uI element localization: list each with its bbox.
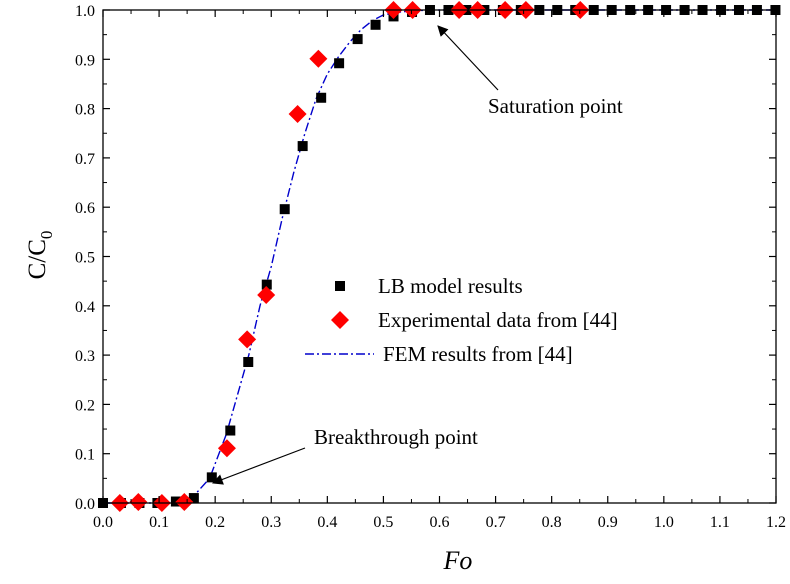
legend: LB model results Experimental data from [… (305, 274, 618, 366)
legend-label: Experimental data from [44] (378, 308, 618, 332)
lb-data-point (297, 141, 308, 152)
experimental-data-point (288, 105, 307, 124)
x-tick-label: 0.0 (93, 514, 113, 531)
lb-data-point (334, 58, 345, 69)
y-tick-label: 0.2 (75, 397, 95, 414)
lb-data-point (370, 19, 381, 30)
experimental-data-point (309, 49, 328, 68)
y-axis-label-subscript: 0 (37, 231, 56, 240)
lb-data-point (225, 425, 236, 436)
x-tick-label: 0.3 (261, 514, 281, 531)
legend-label: FEM results from [44] (383, 342, 573, 366)
x-tick-label: 0.4 (317, 514, 337, 531)
lb-data-point (316, 92, 327, 103)
experimental-data-point (175, 493, 194, 512)
saturation-arrow (437, 25, 499, 91)
x-tick-label: 0.1 (149, 514, 169, 531)
y-axis-label-main: C/C (24, 239, 51, 279)
x-tick-label: 1.1 (710, 514, 730, 531)
lb-data-point (352, 34, 363, 45)
lb-data-point (206, 472, 217, 483)
y-tick-label: 0.5 (75, 250, 95, 267)
x-tick-label: 1.0 (654, 514, 674, 531)
legend-swatch-experimental (331, 311, 349, 329)
experimental-data-point (257, 285, 276, 304)
x-tick-label: 0.5 (373, 514, 393, 531)
x-tick-label: 0.2 (205, 514, 225, 531)
x-axis-label: Fo (443, 546, 473, 575)
lb-data-point (279, 204, 290, 215)
y-tick-label: 0.6 (75, 200, 95, 217)
x-tick-label: 0.7 (486, 514, 506, 531)
lb-data-point (261, 279, 272, 290)
axis-ticks (102, 9, 777, 504)
x-tick-labels: 0.0 0.1 0.2 0.3 0.4 0.5 0.6 0.7 0.8 0.9 1.0 1.1 1.2 (93, 514, 786, 531)
legend-label: LB model results (378, 274, 523, 298)
breakthrough-arrow (211, 447, 306, 485)
experimental-data-point (238, 330, 257, 349)
x-tick-label: 0.8 (542, 514, 562, 531)
y-tick-label: 1.0 (75, 3, 95, 20)
x-tick-label: 0.6 (430, 514, 450, 531)
legend-swatch-lb (335, 281, 345, 291)
x-tick-label: 1.2 (766, 514, 786, 531)
experimental-data-point (217, 439, 236, 458)
y-axis-label: C/C0 (24, 231, 56, 280)
y-tick-label: 0.8 (75, 102, 95, 119)
y-tick-label: 0.3 (75, 348, 95, 365)
y-tick-label: 0.7 (75, 151, 95, 168)
experimental-data-point (129, 493, 148, 512)
y-tick-label: 0.9 (75, 52, 95, 69)
lb-data-point (188, 493, 199, 504)
saturation-point-label: Saturation point (488, 94, 623, 118)
lb-data-point (243, 357, 254, 368)
y-tick-labels: 0.0 0.1 0.2 0.3 0.4 0.5 0.6 0.7 0.8 0.9 1.0 (75, 3, 95, 513)
y-tick-label: 0.1 (75, 447, 95, 464)
annotations: Saturation point Breakthrough point (211, 25, 623, 485)
y-tick-label: 0.0 (75, 496, 95, 513)
x-tick-label: 0.9 (598, 514, 618, 531)
y-tick-label: 0.4 (75, 299, 95, 316)
breakthrough-point-label: Breakthrough point (314, 425, 478, 449)
